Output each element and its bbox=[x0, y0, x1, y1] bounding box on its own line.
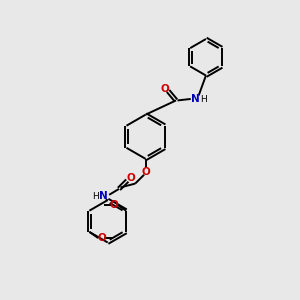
Text: O: O bbox=[141, 167, 150, 177]
Text: N: N bbox=[100, 191, 108, 201]
Text: H: H bbox=[201, 95, 207, 104]
Text: O: O bbox=[109, 200, 118, 209]
Text: O: O bbox=[160, 84, 169, 94]
Text: O: O bbox=[98, 233, 106, 243]
Text: H: H bbox=[92, 192, 98, 201]
Text: N: N bbox=[191, 94, 200, 104]
Text: O: O bbox=[127, 173, 135, 183]
